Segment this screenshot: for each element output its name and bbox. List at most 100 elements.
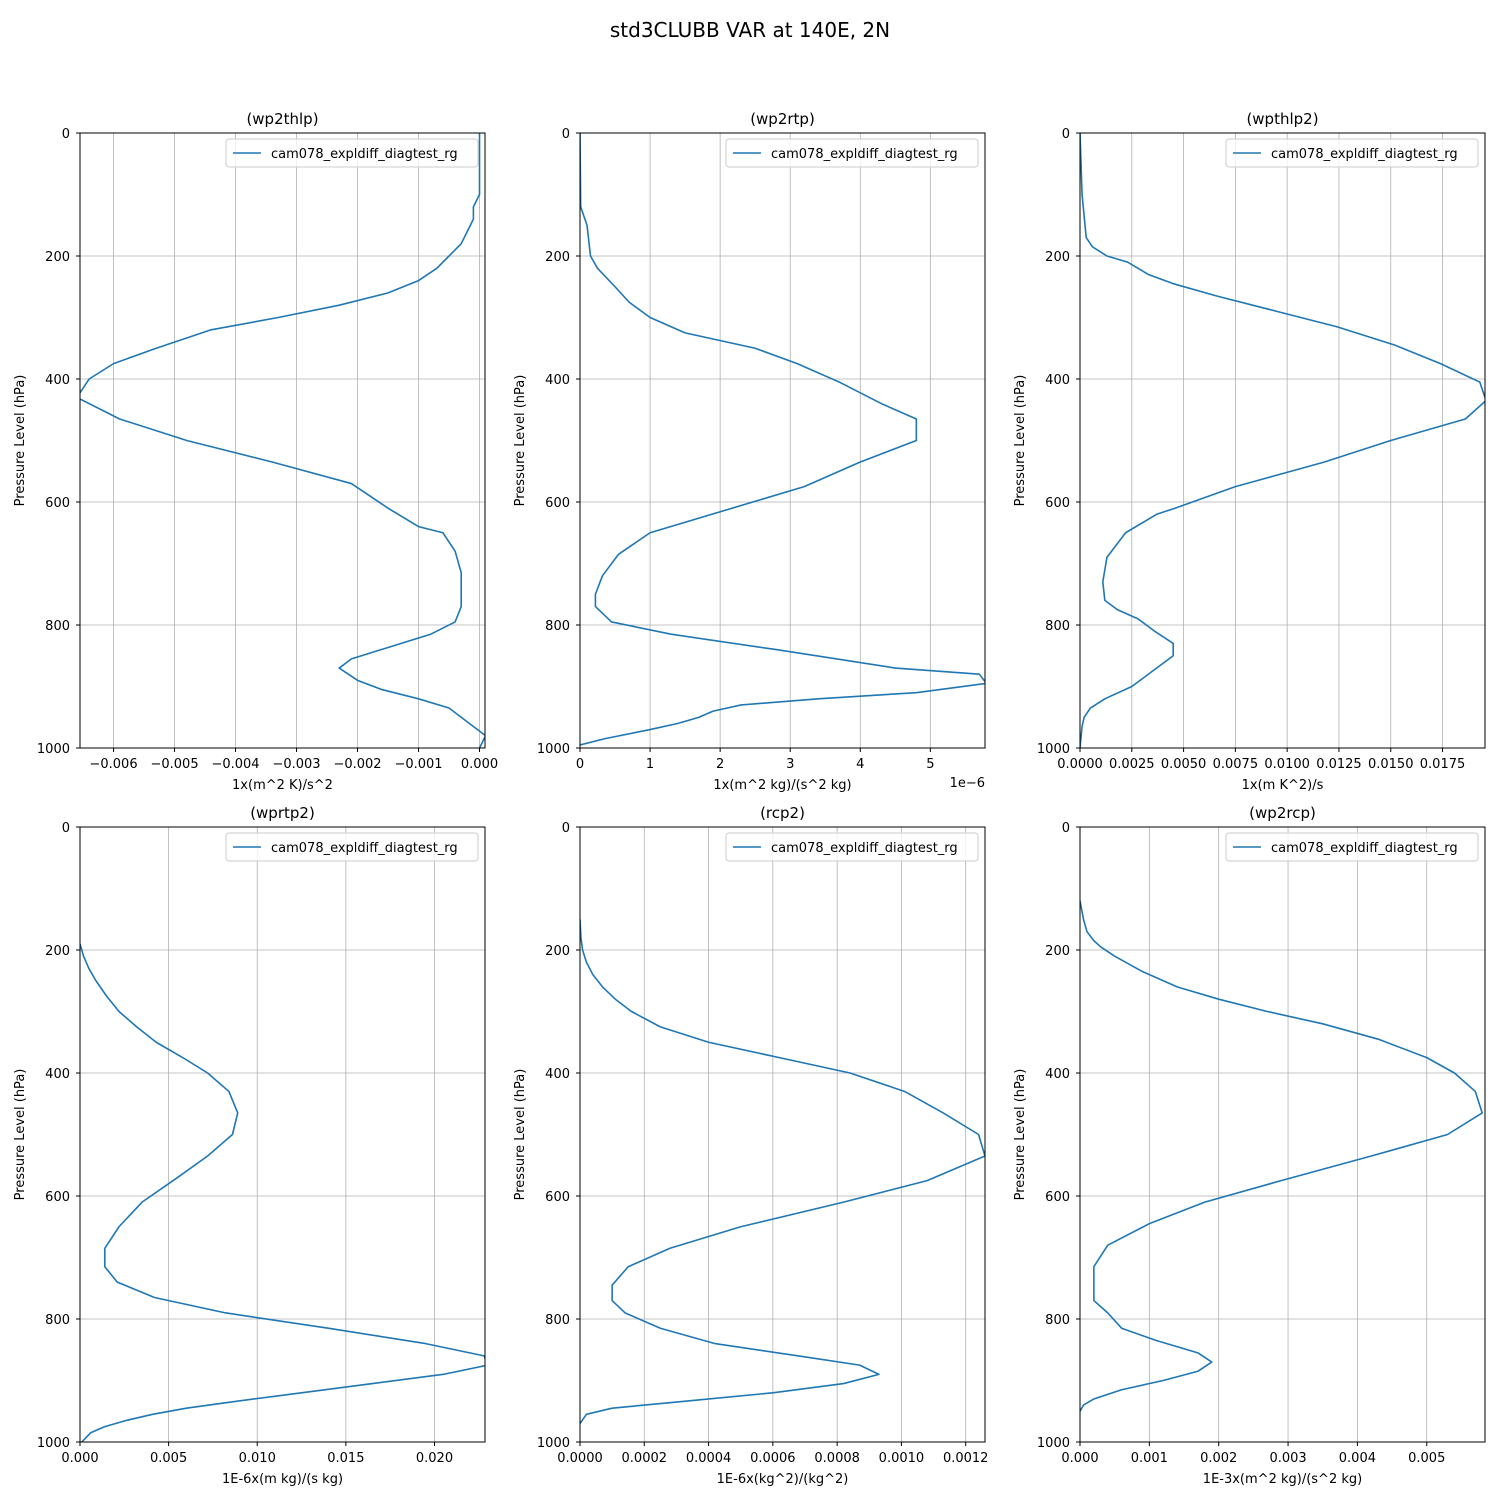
x-tick-label: 0.000 [1061, 1451, 1098, 1466]
x-tick-label: −0.004 [211, 757, 259, 772]
legend-box [1225, 138, 1479, 168]
axes-frame [79, 826, 486, 1443]
x-tick-label: 0.010 [239, 1451, 276, 1466]
x-tick-label: 0.020 [416, 1451, 453, 1466]
legend-label: cam078_expldiff_diagtest_rg [771, 841, 958, 856]
panel-5: 0.0000 0.0002 0.0004 0.0006 0.0008 0.0010 0.00… [513, 804, 988, 1487]
y-axis-label: Pressure Level (hPa) [13, 1069, 28, 1201]
x-tick-label: 0.005 [150, 1451, 187, 1466]
y-tick-label: 200 [1045, 944, 1070, 959]
y-tick-label: 800 [545, 619, 570, 634]
y-tick-label: 600 [545, 1190, 570, 1205]
axes-frame [1079, 826, 1486, 1443]
x-tick-label: −0.001 [394, 757, 442, 772]
panel-4: 0.000 0.005 0.010 0.015 0.020 0 200 400 600 800 10… [13, 804, 486, 1487]
y-tick-label: 600 [1045, 1190, 1070, 1205]
x-tick-label: −0.002 [333, 757, 381, 772]
axes-frame [79, 132, 486, 749]
y-tick-label: 1000 [537, 742, 570, 757]
panel-title: (wprtp2) [250, 804, 315, 822]
x-tick-label: 2 [716, 757, 724, 772]
legend-label: cam078_expldiff_diagtest_rg [1271, 147, 1458, 162]
panels: −0.006 −0.005 −0.004 −0.003 −0.002 −0.001 0.00… [13, 110, 1486, 1487]
y-tick-label: 400 [1045, 1067, 1070, 1082]
legend-box [225, 138, 479, 168]
panel-title: (wpthlp2) [1246, 110, 1318, 128]
legend: cam078_expldiff_diagtest_rg [1225, 138, 1479, 168]
legend-label: cam078_expldiff_diagtest_rg [271, 841, 458, 856]
panel-title: (wp2rtp) [750, 110, 815, 128]
x-tick-label: 5 [926, 757, 934, 772]
x-tick-label: 0.000 [61, 1451, 98, 1466]
legend: cam078_expldiff_diagtest_rg [225, 832, 479, 862]
x-axis-label: 1x(m K^2)/s [1242, 778, 1324, 793]
x-tick-label: 0.005 [1408, 1451, 1445, 1466]
y-tick-label: 200 [545, 250, 570, 265]
x-tick-label: 0.0150 [1368, 757, 1414, 772]
series-line [580, 919, 985, 1425]
axes-frame [1079, 132, 1486, 749]
x-tick-label: 0.0000 [1057, 757, 1103, 772]
y-tick-label: 400 [545, 1067, 570, 1082]
y-axis-label: Pressure Level (hPa) [1013, 375, 1028, 507]
legend-box [225, 832, 479, 862]
series-line [1080, 133, 1485, 748]
legend: cam078_expldiff_diagtest_rg [725, 832, 979, 862]
panel-2: 0 1 2 3 4 5 0 200 400 600 800 1000 1e−6 (wp2rtp) 1x(m^… [513, 110, 986, 793]
y-tick-label: 400 [545, 373, 570, 388]
x-tick-label: 0.000 [461, 757, 498, 772]
x-offset-label: 1e−6 [950, 776, 985, 791]
y-tick-label: 200 [545, 944, 570, 959]
y-tick-label: 0 [562, 127, 570, 142]
legend: cam078_expldiff_diagtest_rg [725, 138, 979, 168]
y-tick-label: 400 [45, 373, 70, 388]
y-tick-label: 800 [45, 619, 70, 634]
x-tick-label: 0.003 [1269, 1451, 1306, 1466]
y-tick-label: 1000 [37, 742, 70, 757]
x-tick-label: 3 [786, 757, 794, 772]
y-tick-label: 0 [62, 821, 70, 836]
x-tick-label: 0.0000 [557, 1451, 603, 1466]
x-tick-label: 0 [576, 757, 584, 772]
y-tick-label: 400 [45, 1067, 70, 1082]
legend-label: cam078_expldiff_diagtest_rg [271, 147, 458, 162]
x-tick-label: 0.001 [1131, 1451, 1168, 1466]
y-tick-label: 800 [1045, 619, 1070, 634]
x-tick-label: 0.0175 [1420, 757, 1466, 772]
x-axis-label: 1E-6x(m kg)/(s kg) [222, 1472, 343, 1487]
y-axis-label: Pressure Level (hPa) [513, 1069, 528, 1201]
y-tick-label: 1000 [37, 1436, 70, 1451]
axes-frame [579, 132, 986, 749]
panel-title: (wp2rcp) [1249, 804, 1316, 822]
x-tick-label: 0.0002 [622, 1451, 668, 1466]
legend-label: cam078_expldiff_diagtest_rg [1271, 841, 1458, 856]
series-line [1080, 900, 1484, 1412]
x-tick-label: 0.0025 [1109, 757, 1155, 772]
y-tick-label: 400 [1045, 373, 1070, 388]
figure-title: std3CLUBB VAR at 140E, 2N [610, 18, 890, 42]
legend-box [1225, 832, 1479, 862]
y-tick-label: 0 [562, 821, 570, 836]
legend: cam078_expldiff_diagtest_rg [1225, 832, 1479, 862]
y-tick-label: 800 [545, 1313, 570, 1328]
panel-6: 0.000 0.001 0.002 0.003 0.004 0.005 0 200 400 600… [1013, 804, 1486, 1487]
y-tick-label: 1000 [1037, 1436, 1070, 1451]
y-tick-label: 1000 [537, 1436, 570, 1451]
panel-title: (rcp2) [760, 804, 805, 822]
panel-1: −0.006 −0.005 −0.004 −0.003 −0.002 −0.001 0.00… [13, 110, 498, 793]
y-tick-label: 800 [45, 1313, 70, 1328]
x-tick-label: 0.0004 [686, 1451, 732, 1466]
y-tick-label: 200 [45, 944, 70, 959]
panel-3: 0.0000 0.0025 0.0050 0.0075 0.0100 0.0125 0.01… [1013, 110, 1486, 793]
series-line [80, 943, 485, 1442]
y-tick-label: 200 [45, 250, 70, 265]
x-axis-label: 1E-6x(kg^2)/(kg^2) [717, 1472, 849, 1487]
x-tick-label: −0.005 [150, 757, 198, 772]
y-tick-label: 0 [1062, 127, 1070, 142]
series-line [580, 133, 985, 746]
series-line [80, 133, 485, 748]
x-tick-label: 0.0100 [1264, 757, 1310, 772]
axes-frame [579, 826, 986, 1443]
x-tick-label: −0.003 [272, 757, 320, 772]
